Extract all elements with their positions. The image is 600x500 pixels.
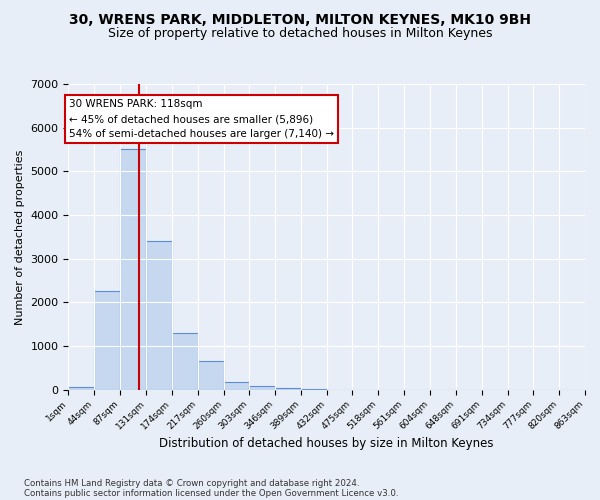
Bar xyxy=(68,388,94,390)
Bar xyxy=(120,150,146,390)
Bar xyxy=(172,333,198,390)
Text: Contains public sector information licensed under the Open Government Licence v3: Contains public sector information licen… xyxy=(24,488,398,498)
X-axis label: Distribution of detached houses by size in Milton Keynes: Distribution of detached houses by size … xyxy=(160,437,494,450)
Bar xyxy=(250,386,275,390)
Bar xyxy=(198,362,224,390)
Text: 30 WRENS PARK: 118sqm
← 45% of detached houses are smaller (5,896)
54% of semi-d: 30 WRENS PARK: 118sqm ← 45% of detached … xyxy=(69,100,334,139)
Bar xyxy=(224,382,250,390)
Bar xyxy=(275,388,301,390)
Bar xyxy=(146,241,172,390)
Y-axis label: Number of detached properties: Number of detached properties xyxy=(15,149,25,324)
Text: 30, WRENS PARK, MIDDLETON, MILTON KEYNES, MK10 9BH: 30, WRENS PARK, MIDDLETON, MILTON KEYNES… xyxy=(69,12,531,26)
Text: Contains HM Land Registry data © Crown copyright and database right 2024.: Contains HM Land Registry data © Crown c… xyxy=(24,478,359,488)
Text: Size of property relative to detached houses in Milton Keynes: Size of property relative to detached ho… xyxy=(108,28,492,40)
Bar xyxy=(94,292,120,390)
